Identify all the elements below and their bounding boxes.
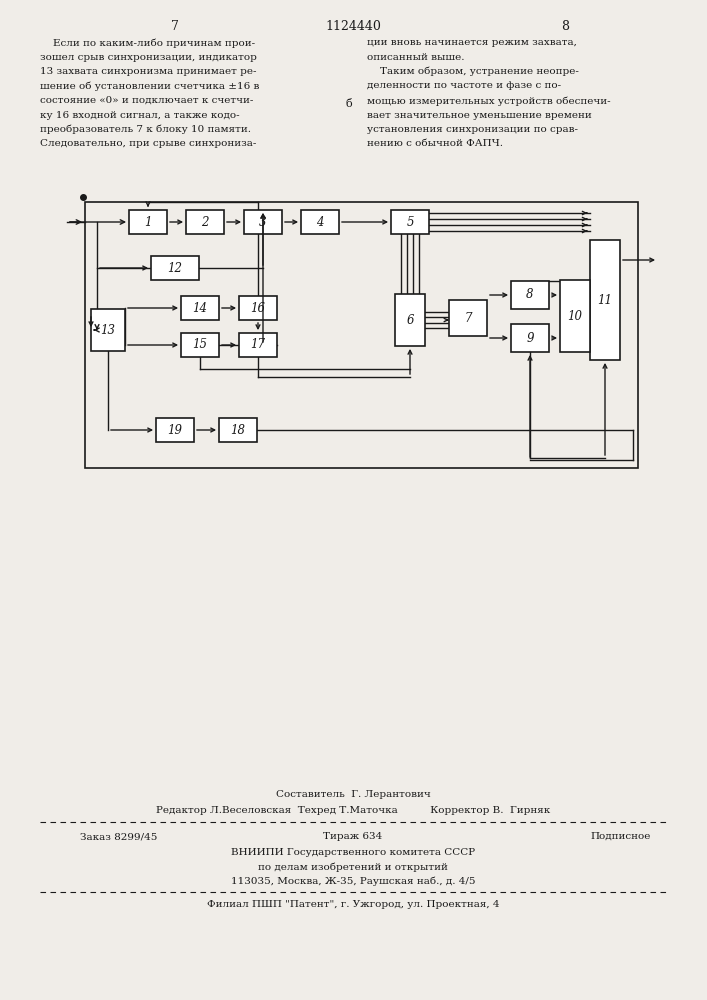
Bar <box>449 300 487 336</box>
Text: Таким образом, устранение неопре-: Таким образом, устранение неопре- <box>367 67 579 77</box>
Text: 6: 6 <box>407 314 414 326</box>
Bar <box>151 256 199 280</box>
Text: 113035, Москва, Ж-35, Раушская наб., д. 4/5: 113035, Москва, Ж-35, Раушская наб., д. … <box>230 876 475 886</box>
Text: 13: 13 <box>100 324 115 336</box>
Text: 4: 4 <box>316 216 324 229</box>
Text: 8: 8 <box>526 288 534 302</box>
Text: ВНИИПИ Государственного комитета СССР: ВНИИПИ Государственного комитета СССР <box>231 848 475 857</box>
Text: 1124440: 1124440 <box>325 20 381 33</box>
Bar <box>511 281 549 309</box>
Text: 14: 14 <box>192 302 207 314</box>
Text: 17: 17 <box>250 338 266 352</box>
Bar <box>219 418 257 442</box>
Bar <box>395 294 425 346</box>
Text: Редактор Л.Веселовская  Техред Т.Маточка          Корректор В.  Гирняк: Редактор Л.Веселовская Техред Т.Маточка … <box>156 806 550 815</box>
Text: ку 16 входной сигнал, а также кодо-: ку 16 входной сигнал, а также кодо- <box>40 110 240 119</box>
Bar <box>85 202 638 468</box>
Text: 16: 16 <box>250 302 266 314</box>
Text: по делам изобретений и открытий: по делам изобретений и открытий <box>258 862 448 871</box>
Bar <box>391 210 429 234</box>
Text: 10: 10 <box>568 310 583 322</box>
Bar <box>186 210 224 234</box>
Text: 3: 3 <box>259 216 267 229</box>
Text: нению с обычной ФАПЧ.: нению с обычной ФАПЧ. <box>367 139 503 148</box>
Text: преобразователь 7 к блоку 10 памяти.: преобразователь 7 к блоку 10 памяти. <box>40 125 251 134</box>
Text: 13 захвата синхронизма принимает ре-: 13 захвата синхронизма принимает ре- <box>40 67 257 76</box>
Text: б: б <box>345 99 352 109</box>
Text: Подписное: Подписное <box>590 832 650 841</box>
Text: Филиал ПШП "Патент", г. Ужгород, ул. Проектная, 4: Филиал ПШП "Патент", г. Ужгород, ул. Про… <box>206 900 499 909</box>
Text: вает значительное уменьшение времени: вает значительное уменьшение времени <box>367 110 592 119</box>
Text: 19: 19 <box>168 424 182 436</box>
Text: 1: 1 <box>144 216 152 229</box>
Bar <box>239 296 277 320</box>
Text: 15: 15 <box>192 338 207 352</box>
Text: 7: 7 <box>171 20 179 33</box>
Bar <box>511 324 549 352</box>
Text: Составитель  Г. Лерантович: Составитель Г. Лерантович <box>276 790 431 799</box>
Text: состояние «0» и подключает к счетчи-: состояние «0» и подключает к счетчи- <box>40 96 253 105</box>
Bar <box>91 309 125 351</box>
Text: шение об установлении счетчика ±16 в: шение об установлении счетчика ±16 в <box>40 82 259 91</box>
Text: 8: 8 <box>561 20 569 33</box>
Bar <box>590 240 620 360</box>
Bar <box>181 333 219 357</box>
Text: ции вновь начинается режим захвата,: ции вновь начинается режим захвата, <box>367 38 577 47</box>
Text: 11: 11 <box>597 294 612 306</box>
Bar <box>156 418 194 442</box>
Text: зошел срыв синхронизации, индикатор: зошел срыв синхронизации, индикатор <box>40 52 257 62</box>
Text: 18: 18 <box>230 424 245 436</box>
Text: Заказ 8299/45: Заказ 8299/45 <box>80 832 158 841</box>
Bar <box>560 280 590 352</box>
Text: 2: 2 <box>201 216 209 229</box>
Text: 9: 9 <box>526 332 534 344</box>
Text: 7: 7 <box>464 312 472 324</box>
Text: Тираж 634: Тираж 634 <box>323 832 382 841</box>
Text: установления синхронизации по срав-: установления синхронизации по срав- <box>367 125 578 134</box>
Bar <box>181 296 219 320</box>
Text: 12: 12 <box>168 261 182 274</box>
Bar <box>244 210 282 234</box>
Text: Следовательно, при срыве синхрониза-: Следовательно, при срыве синхрониза- <box>40 139 257 148</box>
Bar <box>301 210 339 234</box>
Text: Если по каким-либо причинам прои-: Если по каким-либо причинам прои- <box>40 38 255 47</box>
Bar <box>129 210 167 234</box>
Text: мощью измерительных устройств обеспечи-: мощью измерительных устройств обеспечи- <box>367 96 611 105</box>
Text: деленности по частоте и фазе с по-: деленности по частоте и фазе с по- <box>367 82 561 91</box>
Bar <box>239 333 277 357</box>
Text: описанный выше.: описанный выше. <box>367 52 464 62</box>
Text: 5: 5 <box>407 216 414 229</box>
